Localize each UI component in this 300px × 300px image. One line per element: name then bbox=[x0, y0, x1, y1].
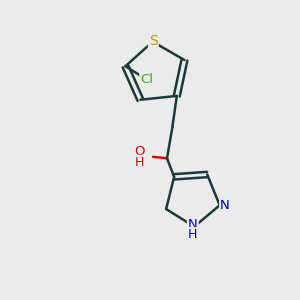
Text: H: H bbox=[188, 228, 197, 241]
Text: N: N bbox=[220, 199, 230, 212]
Text: H: H bbox=[135, 156, 144, 169]
Text: O: O bbox=[134, 145, 145, 158]
Text: S: S bbox=[149, 34, 158, 48]
Text: N: N bbox=[188, 218, 198, 231]
Text: Cl: Cl bbox=[140, 73, 153, 86]
